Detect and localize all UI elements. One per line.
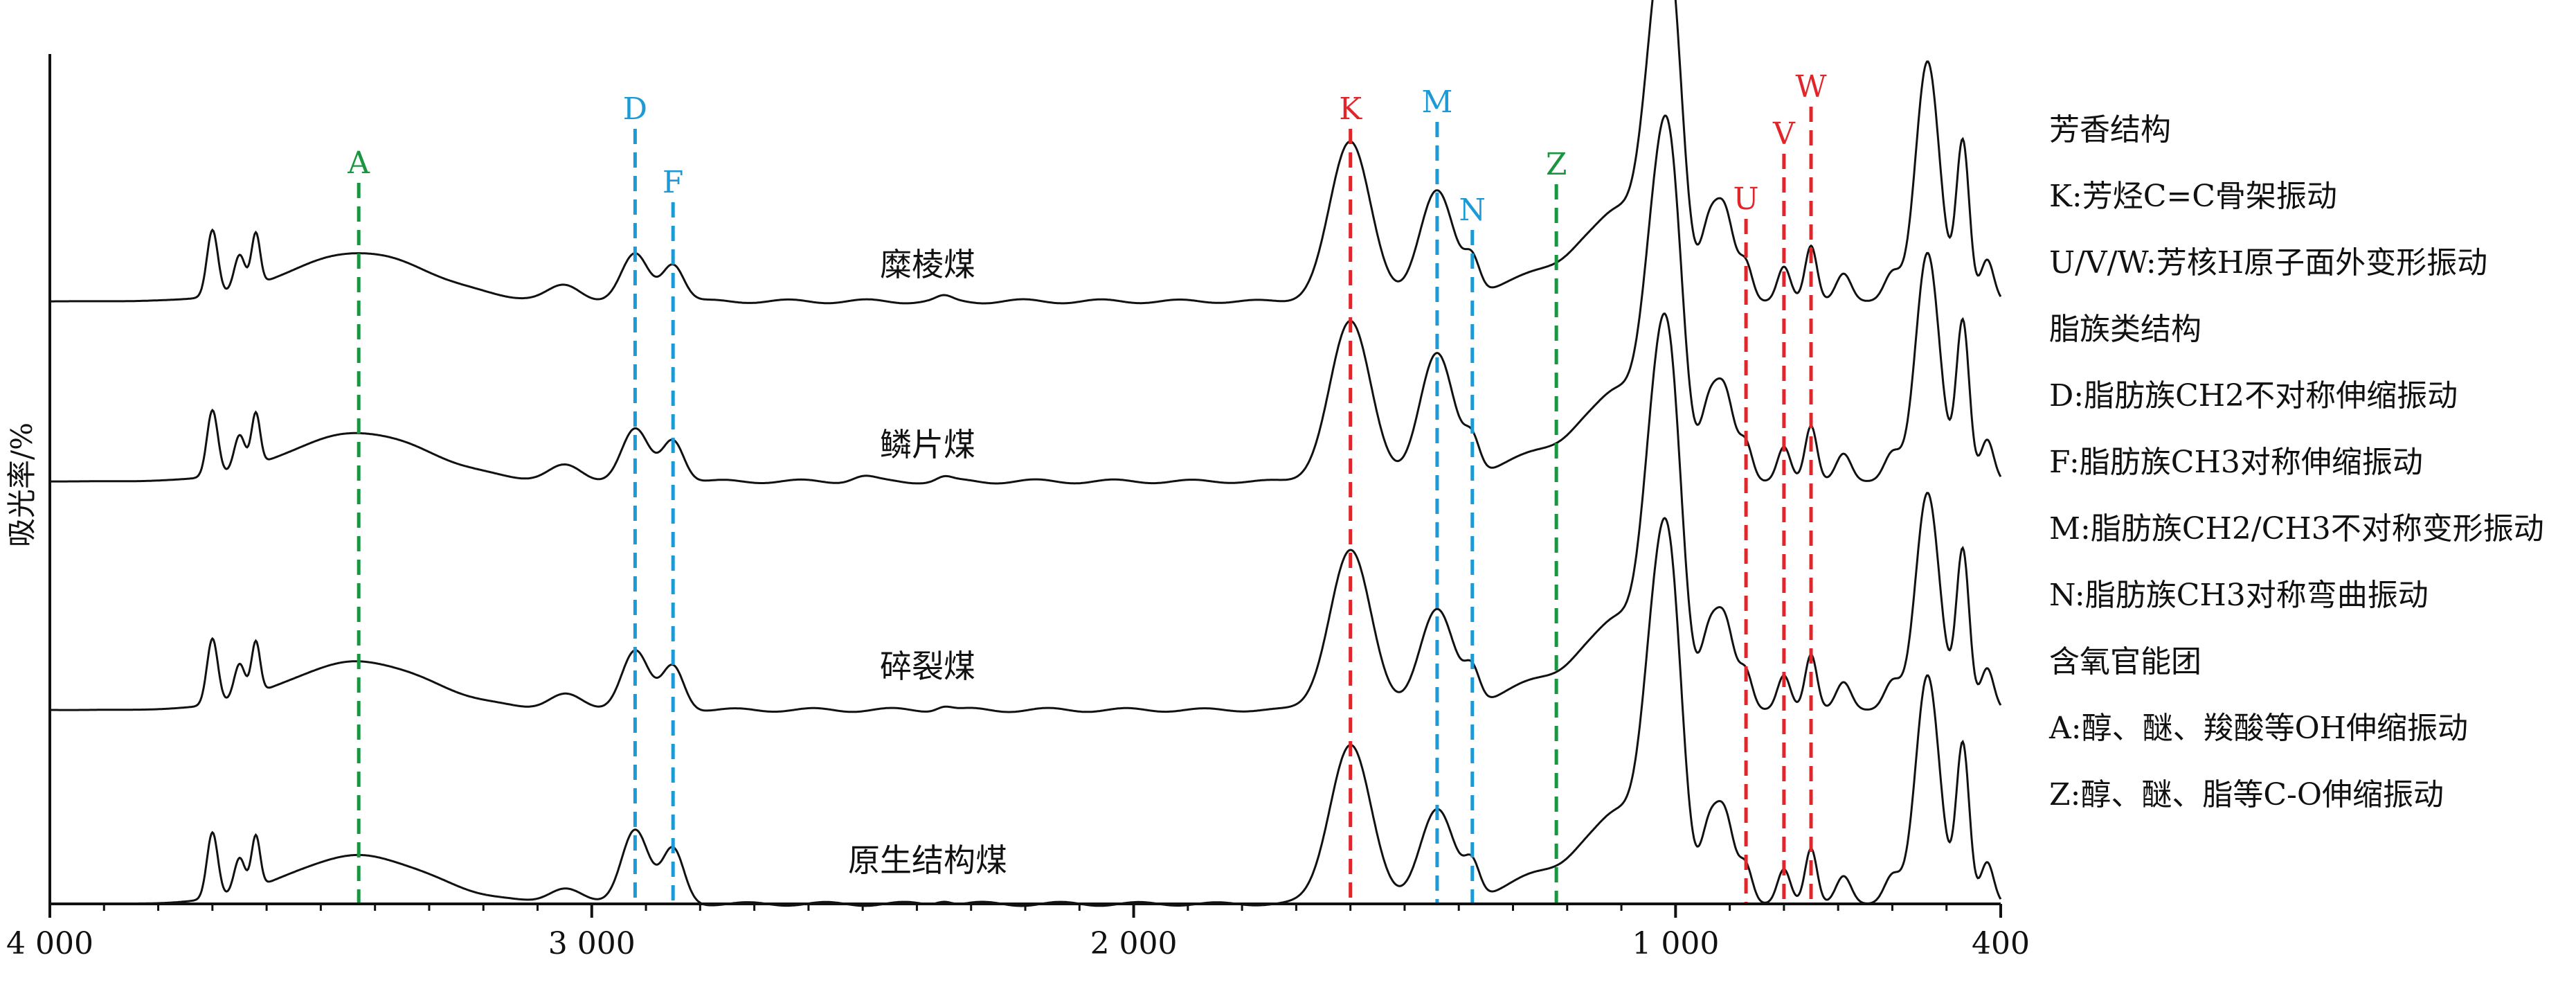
legend-item-a: A:醇、醚、羧酸等OH伸缩振动 (2049, 711, 2469, 746)
x-tick-label: 4 000 (6, 926, 93, 961)
legend-item-m: M:脂肪族CH2/CH3不对称变形振动 (2049, 511, 2544, 546)
legend-title-aromatic: 芳香结构 (2049, 112, 2171, 148)
ref-label-f: F (663, 165, 684, 200)
legend-group-oxygen: 含氧官能团 A:醇、醚、羧酸等OH伸缩振动 Z:醇、醚、脂等C-O伸缩振动 (2049, 629, 2575, 828)
ref-label-n: N (1459, 193, 1486, 228)
y-axis-label: 吸光率/% (5, 423, 39, 547)
ref-label-w: W (1795, 69, 1827, 105)
ref-label-m: M (1421, 85, 1452, 120)
legend-title-oxygen: 含氧官能团 (2049, 644, 2201, 679)
legend-item-z: Z:醇、醚、脂等C-O伸缩振动 (2049, 777, 2444, 812)
series-label-4: 原生结构煤 (848, 842, 1007, 879)
legend-item-uvw: U/V/W:芳核H原子面外变形振动 (2049, 245, 2488, 281)
legend-item-n: N:脂肪族CH3对称弯曲振动 (2049, 578, 2429, 613)
spectrum-line-2 (50, 114, 2002, 485)
legend: 芳香结构 K:芳烃C=C骨架振动 U/V/W:芳核H原子面外变形振动 脂族类结构… (2049, 97, 2575, 828)
legend-item-k: K:芳烃C=C骨架振动 (2049, 179, 2337, 214)
axes: 4 000 3 000 2 000 1 000 400 (6, 54, 2030, 961)
legend-item-d: D:脂肪族CH2不对称伸缩振动 (2049, 378, 2458, 414)
ref-label-v: V (1772, 116, 1796, 152)
spectrum-line-1 (50, 0, 2002, 305)
ref-label-z: Z (1546, 147, 1567, 182)
spectrum-line-3 (50, 312, 2002, 713)
legend-group-aromatic: 芳香结构 K:芳烃C=C骨架振动 U/V/W:芳核H原子面外变形振动 (2049, 97, 2575, 296)
series-label-1: 糜棱煤 (880, 246, 975, 283)
spectrum-line-4 (50, 517, 2002, 907)
legend-item-f: F:脂肪族CH3对称伸缩振动 (2049, 445, 2423, 480)
reference-lines: A D F K M N Z UVW (347, 69, 1827, 904)
legend-group-aliphatic: 脂族类结构 D:脂肪族CH2不对称伸缩振动 F:脂肪族CH3对称伸缩振动 M:脂… (2049, 296, 2575, 629)
ref-label-d: D (623, 91, 647, 127)
x-tick-label: 400 (1972, 926, 2030, 961)
series-label-2: 鳞片煤 (880, 426, 975, 463)
legend-title-aliphatic: 脂族类结构 (2049, 312, 2201, 347)
spectra-curves (50, 0, 2002, 907)
ref-label-k: K (1339, 91, 1362, 127)
x-tick-label: 3 000 (548, 926, 636, 961)
series-label-3: 碎裂煤 (880, 648, 975, 685)
ref-label-a: A (347, 145, 370, 181)
ref-label-u: U (1733, 181, 1759, 217)
x-tick-label: 2 000 (1090, 926, 1178, 961)
x-tick-label: 1 000 (1632, 926, 1719, 961)
